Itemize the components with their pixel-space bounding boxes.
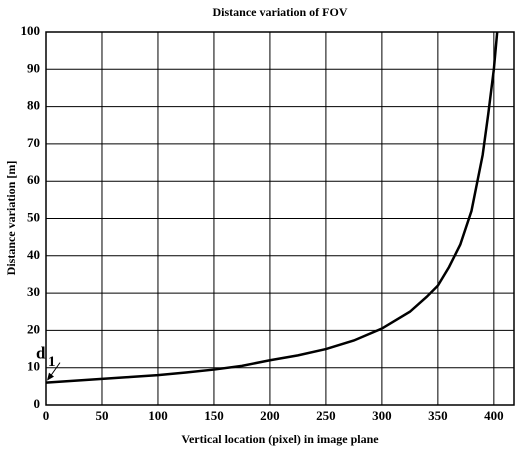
x-tick-label: 200 bbox=[260, 408, 280, 423]
y-tick-label: 60 bbox=[27, 172, 40, 187]
x-axis-label: Vertical location (pixel) in image plane bbox=[181, 432, 379, 446]
y-tick-label: 20 bbox=[27, 321, 40, 336]
annotation: d bbox=[36, 344, 46, 363]
x-tick-label: 300 bbox=[372, 408, 392, 423]
y-tick-label: 30 bbox=[27, 284, 40, 299]
y-tick-label: 0 bbox=[34, 396, 41, 411]
y-tick-label: 80 bbox=[27, 98, 40, 113]
x-tick-label: 0 bbox=[43, 408, 50, 423]
x-tick-label: 400 bbox=[484, 408, 504, 423]
x-tick-label: 250 bbox=[316, 408, 336, 423]
x-tick-label: 150 bbox=[204, 408, 224, 423]
y-tick-label: 70 bbox=[27, 135, 40, 150]
y-tick-label: 90 bbox=[27, 60, 40, 75]
annotation-arrowhead bbox=[47, 372, 54, 381]
x-tick-label: 50 bbox=[95, 408, 108, 423]
annotation-subscript: 1 bbox=[48, 354, 56, 370]
y-axis-label: Distance variation [m] bbox=[4, 161, 18, 276]
y-tick-label: 100 bbox=[21, 23, 41, 38]
x-tick-label: 100 bbox=[148, 408, 168, 423]
chart-title: Distance variation of FOV bbox=[213, 5, 348, 19]
plot-border bbox=[45, 31, 515, 406]
data-line bbox=[45, 31, 499, 384]
y-tick-label: 50 bbox=[27, 209, 40, 224]
y-tick-label: 10 bbox=[27, 359, 40, 374]
x-tick-label: 350 bbox=[428, 408, 448, 423]
y-tick-label: 40 bbox=[27, 247, 40, 262]
